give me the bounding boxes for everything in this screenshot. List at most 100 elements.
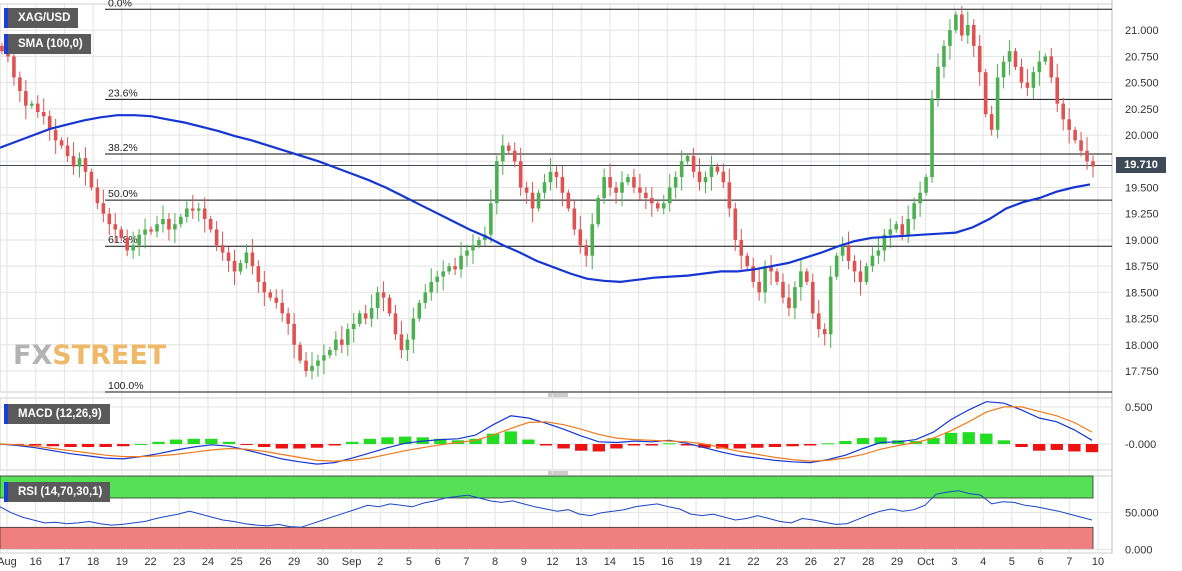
candle-body — [441, 271, 445, 277]
candle-body — [429, 281, 434, 293]
candle-body — [799, 271, 803, 288]
candle-body — [1031, 72, 1036, 88]
candle-body — [244, 252, 249, 264]
macd-histogram-bar — [469, 438, 482, 445]
macd-histogram-bar — [575, 444, 588, 451]
macd-histogram-bar — [821, 443, 834, 445]
candle-body — [548, 171, 553, 183]
macd-histogram-bar — [557, 444, 570, 449]
date-tick-label: 26 — [259, 556, 271, 568]
candle-body — [477, 239, 481, 246]
candle-body — [107, 213, 112, 225]
candle-body — [739, 239, 744, 256]
date-tick-label: 8 — [492, 556, 498, 568]
date-tick-label: 13 — [575, 556, 587, 568]
candle-body — [626, 177, 630, 183]
candle-body — [888, 229, 893, 235]
candle-body — [715, 166, 720, 172]
candle-body — [298, 344, 302, 361]
macd-histogram-bar — [927, 438, 940, 445]
candle-body — [125, 237, 129, 251]
candle-body — [530, 192, 535, 209]
macd-histogram-bar — [240, 444, 253, 446]
date-tick-label: 26 — [805, 556, 817, 568]
candle-body — [745, 255, 750, 267]
candle-body — [608, 177, 612, 188]
candle-body — [852, 260, 857, 272]
candle-body — [846, 245, 851, 261]
candle-body — [316, 360, 320, 366]
candle-body — [781, 281, 785, 298]
candle-body — [1025, 82, 1030, 88]
candle-body — [214, 229, 219, 246]
fibonacci-level-label: 100.0% — [108, 380, 144, 392]
price-tick-label: 20.250 — [1125, 104, 1159, 116]
candle-body — [274, 297, 279, 303]
candle-body — [1037, 61, 1042, 73]
date-tick-label: 9 — [521, 556, 527, 568]
candle-body — [24, 91, 28, 106]
candle-body — [983, 72, 988, 115]
rsi-overbought-zone — [0, 475, 1094, 499]
candle-body — [763, 266, 767, 293]
candle-body — [661, 203, 666, 209]
macd-histogram-bar — [381, 437, 394, 445]
candle-body — [709, 166, 714, 178]
candle-body — [18, 77, 22, 92]
candle-body — [775, 271, 779, 282]
candle-body — [638, 187, 642, 193]
candle-body — [644, 192, 648, 198]
macd-histogram-bar — [486, 433, 500, 445]
candle-body — [506, 145, 511, 151]
macd-histogram-bar — [46, 444, 60, 447]
candle-body — [1085, 150, 1089, 162]
macd-histogram-bar — [205, 438, 218, 445]
macd-histogram-bar — [99, 444, 112, 447]
macd-histogram-bar — [786, 444, 799, 447]
candle-body — [399, 334, 404, 351]
macd-label: MACD (12,26,9) — [18, 408, 102, 420]
fibonacci-level-label: 38.2% — [108, 142, 138, 154]
candle-body — [268, 292, 273, 298]
macd-histogram-bar — [592, 444, 606, 452]
candle-body — [936, 66, 940, 99]
candle-body — [572, 208, 577, 230]
date-tick-label: 19 — [690, 556, 702, 568]
candle-body — [304, 360, 308, 372]
candle-body — [650, 198, 654, 204]
candle-body — [53, 129, 58, 141]
candle-body — [167, 218, 171, 230]
candle-body — [942, 45, 946, 67]
macd-histogram-bar — [275, 444, 288, 449]
candle-body — [1055, 77, 1060, 104]
candle-body — [614, 187, 618, 193]
rsi-label: RSI (14,70,30,1) — [18, 486, 103, 498]
candle-body — [834, 255, 839, 277]
macd-panel-frame — [0, 397, 1113, 471]
candle-body — [334, 339, 338, 351]
macd-line — [0, 401, 1093, 465]
candle-body — [1073, 129, 1077, 141]
date-tick-label: 30 — [317, 556, 329, 568]
macd-histogram-bar — [117, 444, 130, 447]
macd-histogram-bar — [1015, 444, 1028, 447]
candle-body — [995, 77, 1000, 130]
candle-body — [1043, 56, 1048, 62]
candle-body — [805, 271, 809, 282]
candle-body — [769, 266, 773, 272]
candle-body — [238, 263, 243, 272]
candle-body — [423, 292, 428, 303]
date-tick-label: 17 — [58, 556, 70, 568]
candle-body — [918, 192, 922, 204]
candle-body — [119, 229, 124, 238]
candle-body — [375, 292, 380, 309]
date-tick-label: 22 — [747, 556, 759, 568]
price-tick-label: 19.000 — [1125, 235, 1159, 247]
candle-body — [882, 234, 887, 251]
date-tick-label: 24 — [202, 556, 214, 568]
candle-body — [864, 266, 869, 282]
candle-body — [584, 245, 589, 256]
candle-body — [357, 313, 362, 324]
candle-body — [828, 276, 833, 335]
